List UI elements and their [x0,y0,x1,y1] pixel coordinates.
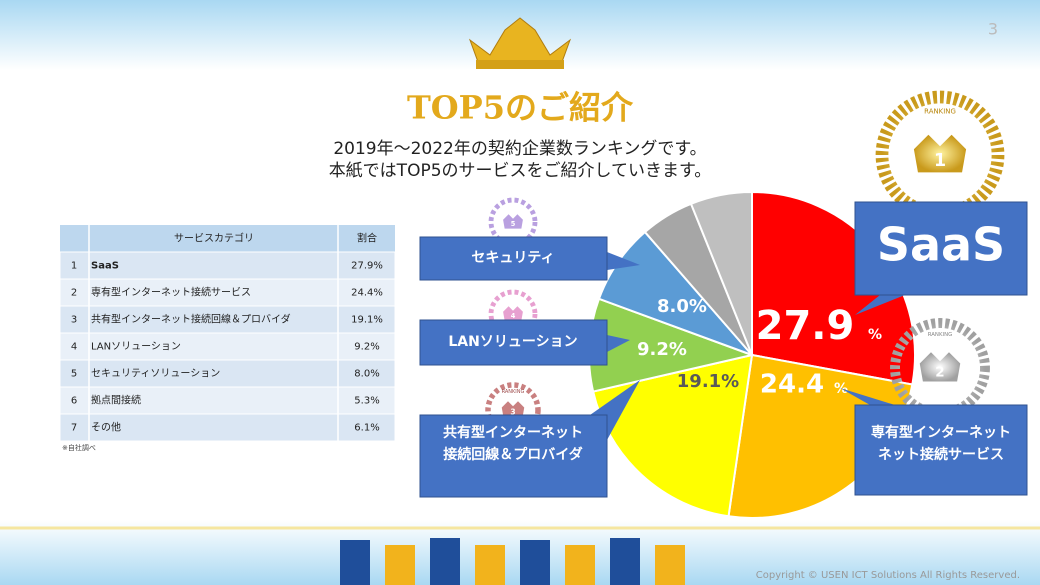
people [340,538,685,585]
badge [488,289,538,339]
callout-pointer [607,252,640,270]
subtitle: 本紙ではTOP5のサービスをご紹介していきます。 [329,161,712,181]
table-row [59,413,396,442]
badge-label: RANKING [502,389,525,395]
callout-text: LANソリューション [448,334,577,350]
badge [488,197,538,247]
callout-pointer [855,295,905,315]
table-row [59,278,396,307]
value-label: 9.2% [637,339,687,360]
callout-pointer [607,335,630,352]
row-rank: 3 [71,315,77,326]
table-header [60,225,395,252]
badge-rank: 5 [511,220,516,228]
badge-crown [503,214,523,229]
row-share: 19.1% [351,315,383,326]
badge-crown [501,401,525,418]
row-rank: 7 [71,423,77,434]
badge-rank: 4 [511,312,516,320]
badge-crown [913,134,967,173]
row-rank: 2 [71,288,77,299]
table-note: ※自社調べ [62,443,96,452]
badge-crown [919,352,961,382]
value-label: 8.0% [657,296,707,317]
copyright: Copyright © USEN ICT Solutions All Right… [756,570,1020,581]
callout-text: 接続回線＆プロバイダ [443,446,582,463]
callout [419,319,608,366]
value-label: 27.9 [756,303,855,349]
badge-label: RANKING [924,108,956,116]
callout-text: セキュリティ [471,250,554,266]
table-row [59,332,396,361]
column-header: 割合 [357,232,377,245]
row-share: 9.2% [354,342,379,353]
badge [485,382,541,438]
callout-text: 専有型インターネット [871,424,1011,441]
badge-crown [503,306,523,321]
crown [468,17,572,69]
row-rank: 4 [71,342,77,353]
row-category: LANソリューション [91,342,181,353]
row-category: セキュリティソリューション [91,368,220,380]
row-share: 5.3% [354,396,379,407]
callout [854,404,1028,496]
row-category: 共有型インターネット接続回線＆プロバイダ [91,313,291,326]
row-share: 8.0% [354,369,379,380]
table-row [59,359,396,388]
badge-rank: 3 [510,408,515,417]
row-rank: 5 [71,369,77,380]
table-row [59,386,396,415]
row-share: 27.9% [351,261,383,272]
row-share: 24.4% [351,288,383,299]
value-label: 24.4 [760,370,824,400]
column-header: サービスカテゴリ [174,232,254,245]
row-rank: 1 [71,261,77,272]
table-row [59,251,396,280]
row-category: 専有型インターネット接続サービス [91,286,251,299]
callout [854,201,1028,296]
callout-pointer [840,388,895,405]
callout-text: ネット接続サービス [878,446,1004,463]
badge-rank: 2 [935,365,944,381]
value-label: 19.1% [677,371,739,392]
row-category: SaaS [91,261,119,272]
row-category: 拠点間接続 [91,394,141,407]
row-category: その他 [91,421,121,434]
percent-sign: % [868,327,882,343]
row-share: 6.1% [354,423,379,434]
badge-label: RANKING [928,332,953,338]
callout-text: 共有型インターネット [443,424,583,441]
title: TOP5のご紹介 [407,89,634,127]
badge [875,90,1005,220]
page-number: 3 [988,20,998,39]
percent-sign: % [834,381,848,397]
callout-text: SaaS [877,218,1005,272]
callout [419,414,608,498]
row-rank: 6 [71,396,77,407]
pie-slice [689,190,753,356]
callout [419,236,608,281]
badge-rank: 1 [934,151,946,171]
subtitle: 2019年～2022年の契約企業数ランキングです。 [333,139,706,159]
